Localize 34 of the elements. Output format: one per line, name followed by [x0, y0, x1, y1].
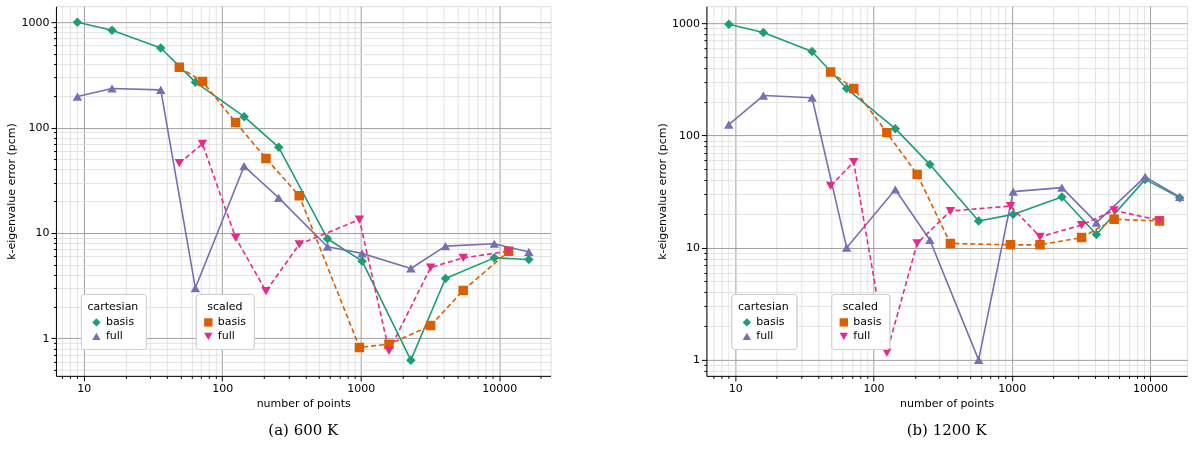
text: scaled: [842, 299, 878, 313]
x-tick-label: 1000: [998, 382, 1027, 396]
y-tick-label: 10: [685, 241, 700, 255]
text: cartesian: [87, 299, 139, 313]
y-tick-label: 1000: [21, 15, 50, 29]
y-tick-label: 1000: [671, 16, 700, 30]
x-tick-label: 1000: [347, 382, 376, 396]
text: (a) 600 K: [268, 420, 339, 439]
x-tick-label: 10: [728, 382, 743, 396]
y-tick-label: 100: [678, 128, 700, 142]
x-tick-label: 100: [863, 382, 885, 396]
legend-label: full: [217, 329, 235, 343]
legend-label: basis: [756, 315, 785, 329]
text: scaled: [207, 299, 243, 313]
x-tick-label: 10000: [482, 382, 518, 396]
text: cartesian: [737, 299, 789, 313]
legend-label: full: [756, 329, 774, 343]
x-tick-label: 10000: [1133, 382, 1169, 396]
x-axis-title: number of points: [256, 397, 352, 411]
y-axis-title: k-eigenvalue error (pcm): [655, 123, 669, 260]
legend-label: basis: [853, 315, 882, 329]
y-tick-label: 100: [28, 121, 50, 135]
legend-label: basis: [217, 315, 247, 329]
y-tick-label: 1: [42, 331, 50, 345]
x-tick-label: 10: [77, 382, 92, 396]
x-axis-title: number of points: [900, 397, 995, 411]
text: (b) 1200 K: [906, 420, 988, 439]
legend-label: full: [853, 329, 871, 343]
y-tick-label: 10: [35, 226, 50, 240]
legend-label: full: [105, 329, 123, 343]
y-axis-title: k-eigenvalue error (pcm): [5, 123, 19, 260]
x-tick-label: 100: [212, 382, 234, 396]
legend-label: basis: [105, 315, 135, 329]
y-tick-label: 1: [692, 353, 700, 367]
